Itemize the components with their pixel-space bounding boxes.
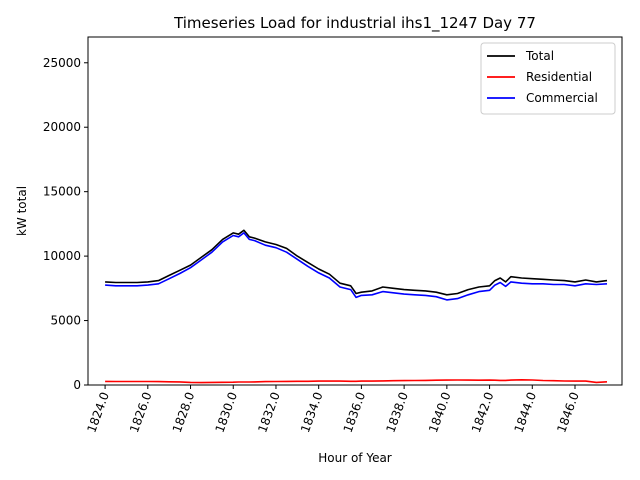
y-axis-label: kW total <box>15 186 29 236</box>
legend-label-residential: Residential <box>526 70 592 84</box>
x-axis-label: Hour of Year <box>318 451 392 465</box>
y-tick-label: 15000 <box>43 185 81 199</box>
legend-frame <box>480 42 616 115</box>
series-line-residential <box>105 378 608 384</box>
y-tick-label: 10000 <box>43 249 81 263</box>
series-layer <box>105 229 608 384</box>
y-tick-label: 0 <box>73 378 81 392</box>
chart-title: Timeseries Load for industrial ihs1_1247… <box>173 14 536 33</box>
y-tick-label: 20000 <box>43 120 81 134</box>
y-axis: 0 5000 10000 15000 20000 25000 <box>43 56 88 392</box>
legend-label-total: Total <box>525 49 554 63</box>
y-tick-label: 25000 <box>43 56 81 70</box>
legend: Total Residential Commercial <box>480 42 616 115</box>
series-line-commercial <box>105 232 608 301</box>
y-tick-label: 5000 <box>50 314 81 328</box>
legend-label-commercial: Commercial <box>526 91 598 105</box>
series-line-total <box>105 229 608 296</box>
plot-frame <box>87 36 623 386</box>
